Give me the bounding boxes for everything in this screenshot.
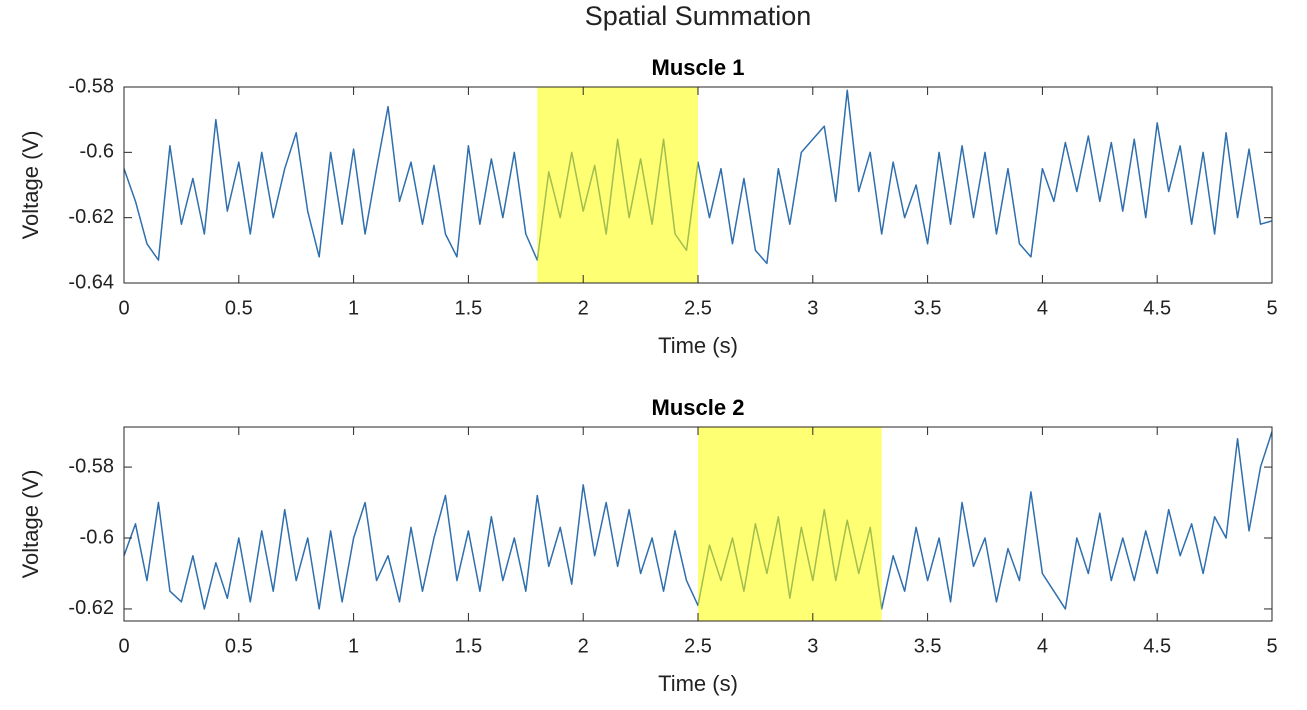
figure-title: Spatial Summation <box>585 1 812 31</box>
x-tick-label: 0.5 <box>225 635 253 657</box>
x-tick-label: 0.5 <box>225 297 253 319</box>
y-tick-label: -0.62 <box>68 597 114 619</box>
x-tick-label: 1.5 <box>454 635 482 657</box>
y-axis-label: Voltage (V) <box>18 470 43 579</box>
x-axis-label: Time (s) <box>658 333 738 358</box>
x-tick-label: 3 <box>807 297 818 319</box>
axes-title: Muscle 1 <box>652 55 745 80</box>
x-tick-label: 1 <box>348 297 359 319</box>
x-tick-label: 5 <box>1266 297 1277 319</box>
y-tick-label: -0.6 <box>80 526 114 548</box>
x-tick-label: 3.5 <box>914 635 942 657</box>
x-tick-label: 1.5 <box>454 297 482 319</box>
x-tick-label: 4.5 <box>1143 635 1171 657</box>
y-axis-label: Voltage (V) <box>18 131 43 240</box>
x-tick-label: 3 <box>807 635 818 657</box>
x-tick-label: 0 <box>118 635 129 657</box>
x-tick-label: 0 <box>118 297 129 319</box>
y-tick-label: -0.62 <box>68 206 114 228</box>
y-tick-label: -0.58 <box>68 75 114 97</box>
x-tick-label: 3.5 <box>914 297 942 319</box>
highlight-region <box>537 87 698 283</box>
x-tick-label: 5 <box>1266 635 1277 657</box>
x-tick-label: 1 <box>348 635 359 657</box>
x-tick-label: 4.5 <box>1143 297 1171 319</box>
highlight-region <box>698 427 882 621</box>
y-tick-label: -0.64 <box>68 271 114 293</box>
x-tick-label: 2.5 <box>684 297 712 319</box>
x-tick-label: 4 <box>1037 297 1048 319</box>
x-tick-label: 4 <box>1037 635 1048 657</box>
y-tick-label: -0.6 <box>80 141 114 163</box>
x-tick-label: 2.5 <box>684 635 712 657</box>
y-tick-label: -0.58 <box>68 455 114 477</box>
x-tick-label: 2 <box>578 297 589 319</box>
axes-title: Muscle 2 <box>652 395 745 420</box>
x-tick-label: 2 <box>578 635 589 657</box>
x-axis-label: Time (s) <box>658 671 738 696</box>
